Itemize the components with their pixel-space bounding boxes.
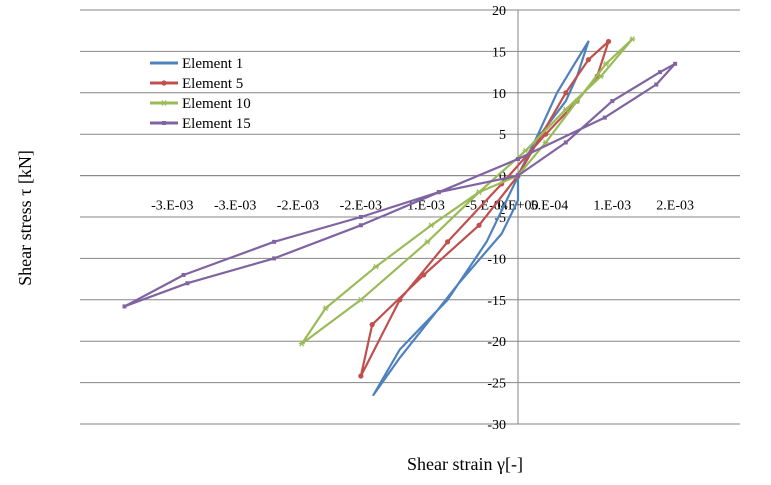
marker-stroke — [476, 189, 482, 196]
marker-stroke — [428, 222, 434, 229]
data-point — [602, 115, 607, 120]
data-point — [516, 173, 520, 178]
marker-stroke — [603, 60, 609, 67]
legend-marker — [162, 121, 166, 125]
x-tick-labels: -3.E-03 -3.E-03 -2.E-03 -2.E-03 -1.E-03 -5.E-… — [151, 199, 694, 214]
marker-stroke — [373, 263, 379, 270]
y-tick-label: -20 — [487, 335, 506, 350]
data-point — [585, 57, 592, 63]
y-tick-label: -25 — [487, 377, 506, 392]
data-point — [357, 296, 364, 303]
data-point — [322, 305, 329, 311]
data-point — [603, 60, 609, 67]
legend-marker — [161, 100, 167, 106]
x-tick-label: -2.E-03 — [277, 199, 319, 214]
series-line — [123, 62, 677, 308]
data-point — [476, 189, 483, 196]
x-tick-label: -3.E-03 — [151, 199, 193, 214]
legend-label: Element 15 — [182, 116, 251, 132]
gridlines — [80, 9, 740, 425]
marker-stroke — [161, 100, 167, 106]
data-point — [272, 239, 277, 244]
data-point — [605, 38, 612, 45]
series-1 — [372, 40, 590, 397]
legend-item: Element 5 — [150, 76, 243, 92]
data-point — [654, 82, 659, 87]
data-point — [574, 98, 581, 104]
marker-stroke — [523, 147, 529, 154]
data-point — [563, 90, 569, 96]
data-point — [610, 99, 615, 104]
legend-label: Element 5 — [182, 76, 243, 92]
data-point — [476, 222, 482, 228]
y-tick-label: 20 — [492, 4, 506, 19]
data-point — [358, 215, 363, 219]
y-tick-label: 15 — [492, 45, 506, 60]
x-tick-label: 0.E+00 — [498, 199, 539, 214]
data-point — [445, 239, 451, 245]
y-tick-labels: 20 15 10 5 0 -5 -10 -15 -20 -25 -30 — [487, 4, 506, 433]
data-point — [522, 147, 529, 154]
y-tick-label: -5 — [494, 211, 506, 226]
series-line — [372, 40, 590, 397]
x-tick-label: 1.E-03 — [593, 199, 631, 214]
marker-stroke — [543, 139, 549, 146]
legend-item: Element 1 — [150, 56, 243, 72]
legend-item: Element 15 — [150, 116, 251, 132]
marker-stroke — [323, 305, 329, 311]
series — [122, 36, 678, 397]
series-line — [300, 37, 634, 345]
y-tick-label: -10 — [487, 252, 506, 267]
x-tick-label: 5.E-04 — [531, 199, 569, 214]
data-point — [658, 70, 663, 75]
legend-item: Element 10 — [150, 96, 251, 112]
data-point — [562, 106, 569, 113]
x-axis-title: Shear strain γ[-] — [407, 454, 523, 474]
data-point — [424, 238, 431, 245]
y-tick-label: -30 — [487, 418, 506, 433]
data-point — [516, 157, 520, 162]
y-axis-title: Shear stress τ [kN] — [15, 150, 35, 286]
marker-stroke — [563, 106, 569, 113]
data-point — [421, 272, 427, 278]
y-tick-label: 0 — [499, 170, 506, 185]
marker-stroke — [425, 238, 430, 245]
data-point — [369, 322, 375, 328]
legend-label: Element 1 — [182, 56, 243, 72]
data-point — [563, 140, 568, 145]
data-point — [298, 340, 305, 347]
data-point — [185, 281, 190, 286]
legend: Element 1 Element 5 Element 10 Element 15 — [150, 56, 251, 132]
y-tick-label: -15 — [487, 294, 506, 309]
marker-stroke — [598, 73, 604, 80]
legend-label: Element 10 — [182, 96, 251, 112]
x-tick-label: 2.E-03 — [656, 199, 694, 214]
marker-stroke — [574, 98, 580, 104]
x-tick-label: -2.E-03 — [340, 199, 382, 214]
data-point — [436, 190, 441, 195]
data-point — [181, 272, 186, 277]
marker-stroke — [629, 36, 635, 42]
x-tick-label: -3.E-03 — [214, 199, 256, 214]
legend-marker — [161, 80, 167, 86]
data-point — [358, 373, 364, 379]
data-point — [629, 36, 636, 42]
data-point — [597, 73, 604, 80]
marker-stroke — [358, 296, 364, 303]
data-point — [358, 223, 363, 228]
series-4 — [122, 61, 678, 309]
y-tick-label: 10 — [492, 87, 506, 102]
y-tick-label: 5 — [499, 128, 506, 143]
data-point — [272, 256, 277, 261]
data-point — [122, 304, 127, 309]
marker-stroke — [299, 340, 305, 347]
axes — [80, 10, 740, 424]
series-3 — [298, 36, 636, 347]
data-point — [397, 297, 403, 303]
data-point — [428, 222, 435, 229]
data-point — [372, 263, 379, 270]
data-point — [673, 61, 678, 66]
